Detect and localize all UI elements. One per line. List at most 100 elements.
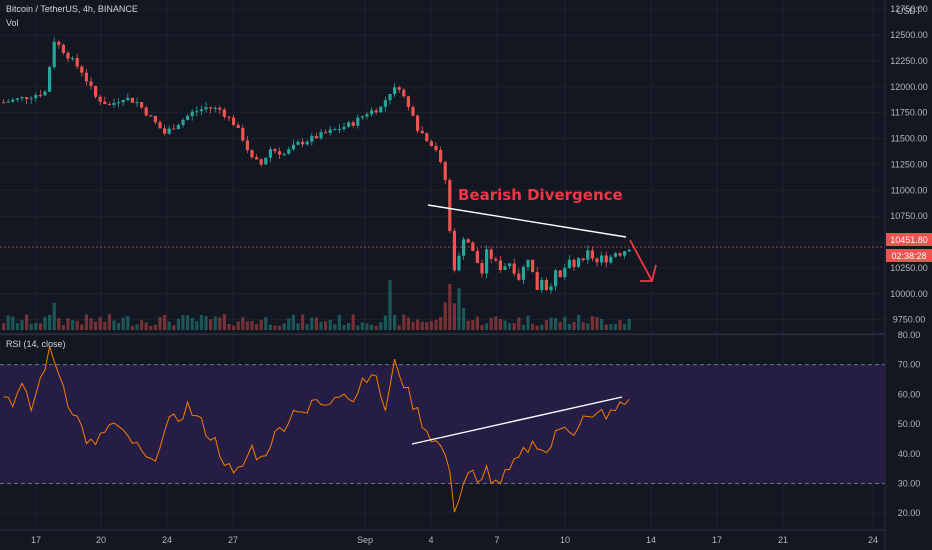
candle-body (577, 258, 581, 267)
volume-bar (296, 323, 300, 330)
candle-body (466, 239, 470, 243)
volume-bar (38, 323, 42, 330)
volume-bar (512, 323, 516, 330)
volume-bar (48, 314, 52, 330)
price-tick-label: 10000.00 (890, 289, 928, 299)
candle-body (232, 117, 236, 125)
candle-body (360, 116, 364, 118)
candle-body (43, 91, 47, 96)
candle-body (66, 52, 70, 59)
candle-body (255, 157, 259, 160)
price-tick-label: 10250.00 (890, 263, 928, 273)
countdown-badge: 02:38:28 (886, 249, 932, 262)
volume-bar (89, 318, 93, 330)
candle-body (526, 259, 530, 268)
volume-bar (443, 302, 447, 330)
volume-bar (383, 315, 387, 330)
volume-bar (485, 323, 489, 330)
candle-body (167, 128, 171, 134)
volume-bar (186, 315, 190, 330)
volume-bar (581, 322, 585, 330)
volume-bar (255, 324, 259, 330)
candle-body (319, 132, 323, 139)
time-axis-labels[interactable]: 17 20 24 27 Sep 4 7 10 14 17 21 24 (31, 535, 878, 545)
rsi-label[interactable]: RSI (14, close) (6, 339, 66, 349)
rsi-trendline[interactable] (411, 396, 623, 445)
candle-body (563, 267, 567, 277)
candle-body (149, 115, 153, 117)
candle-body (388, 94, 392, 101)
candle-body (425, 133, 429, 142)
volume-bar (328, 319, 332, 330)
candle-body (581, 258, 585, 260)
candle-body (429, 141, 433, 147)
candle-body (6, 101, 10, 103)
candle-body (383, 100, 387, 107)
candle-body (172, 128, 176, 130)
volume-bar (172, 325, 176, 330)
candle-body (443, 161, 447, 181)
volume-bar (429, 321, 433, 330)
candle-body (531, 259, 535, 273)
symbol-title[interactable]: Bitcoin / TetherUS, 4h, BINANCE (6, 4, 138, 14)
candle-body (554, 270, 558, 287)
time-tick-label: 24 (162, 535, 172, 545)
candle-body (374, 110, 378, 113)
candle-body (439, 150, 443, 162)
volume-bar (227, 323, 231, 330)
volume-bar (452, 303, 456, 330)
volume-bar (135, 324, 139, 330)
candle-body (549, 286, 553, 291)
candle-body (94, 85, 98, 97)
volume-bar (508, 323, 512, 330)
volume-bar (130, 325, 134, 330)
candle-body (57, 41, 61, 45)
candle-body (34, 95, 38, 99)
volume-bar (471, 320, 475, 330)
candle-body (218, 107, 222, 110)
volume-bar (29, 323, 33, 330)
candle-body (61, 44, 65, 53)
volume-bar (360, 322, 364, 330)
price-trendline[interactable] (427, 204, 627, 238)
rsi-tick-label: 40.00 (898, 449, 921, 459)
volume-bar (406, 317, 410, 330)
volume-bar (149, 325, 153, 330)
candle-body (140, 102, 144, 108)
candle-body (595, 258, 599, 263)
candle-body (521, 267, 525, 280)
candle-body (328, 129, 332, 134)
candle-body (2, 102, 6, 104)
candle-body (121, 100, 125, 103)
volume-bar (117, 322, 121, 330)
volume-bar (411, 322, 415, 330)
volume-bar (351, 314, 355, 330)
candle-body (227, 116, 231, 118)
bearish-divergence-annotation: Bearish Divergence (458, 186, 623, 204)
volume-bar (618, 320, 622, 330)
time-tick-label: 7 (494, 535, 499, 545)
volume-bar (291, 314, 295, 330)
candle-body (181, 119, 185, 125)
candle-body (393, 87, 397, 95)
volume-label[interactable]: Vol (6, 18, 19, 28)
candle-body (89, 81, 93, 86)
volume-bar (282, 323, 286, 330)
price-tick-label: 12500.00 (890, 30, 928, 40)
candle-body (489, 249, 493, 259)
volume-bar (604, 324, 608, 330)
candle-body (117, 102, 121, 104)
candlestick-series (2, 37, 631, 294)
volume-bar (287, 318, 291, 330)
volume-bar (462, 307, 466, 330)
rsi-tick-label: 80.00 (898, 330, 921, 340)
volume-bar (347, 323, 351, 330)
candle-body (250, 150, 254, 158)
volume-bar (107, 314, 111, 330)
volume-bar (2, 323, 6, 330)
svg-text:02:38:28: 02:38:28 (891, 251, 926, 261)
price-tick-label: 11250.00 (891, 159, 928, 169)
volume-bar (245, 321, 249, 330)
volume-bar (402, 314, 406, 330)
